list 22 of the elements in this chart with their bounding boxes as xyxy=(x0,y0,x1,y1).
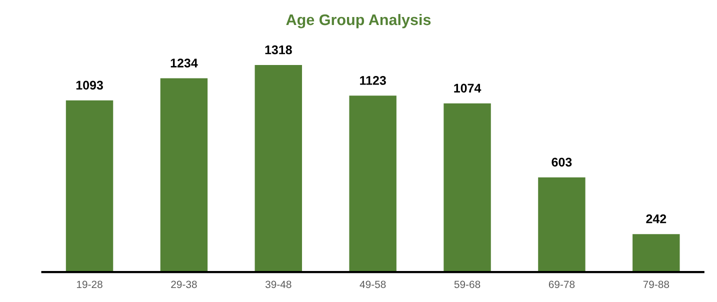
data-label: 1318 xyxy=(265,45,292,54)
data-label: 1093 xyxy=(76,80,103,90)
data-label: 242 xyxy=(646,214,666,224)
x-tick-label: 29-38 xyxy=(171,280,197,288)
x-tick-label: 59-68 xyxy=(454,280,480,288)
data-label: 1123 xyxy=(360,76,386,85)
bar xyxy=(538,177,586,272)
x-tick-label: 79-88 xyxy=(643,280,670,288)
data-label: 603 xyxy=(552,158,572,167)
x-tick-label: 39-48 xyxy=(265,280,292,288)
chart-title: Age Group Analysis xyxy=(286,14,431,28)
bar xyxy=(254,65,302,272)
data-label: 1234 xyxy=(170,58,198,68)
x-tick-label: 69-78 xyxy=(548,280,575,288)
data-label: 1074 xyxy=(454,84,482,93)
bar xyxy=(160,78,208,272)
bar xyxy=(349,96,396,272)
x-tick-label: 49-58 xyxy=(360,280,386,288)
bar xyxy=(444,103,491,272)
bar xyxy=(632,234,680,272)
bar xyxy=(66,100,114,272)
x-tick-label: 19-28 xyxy=(76,280,102,288)
